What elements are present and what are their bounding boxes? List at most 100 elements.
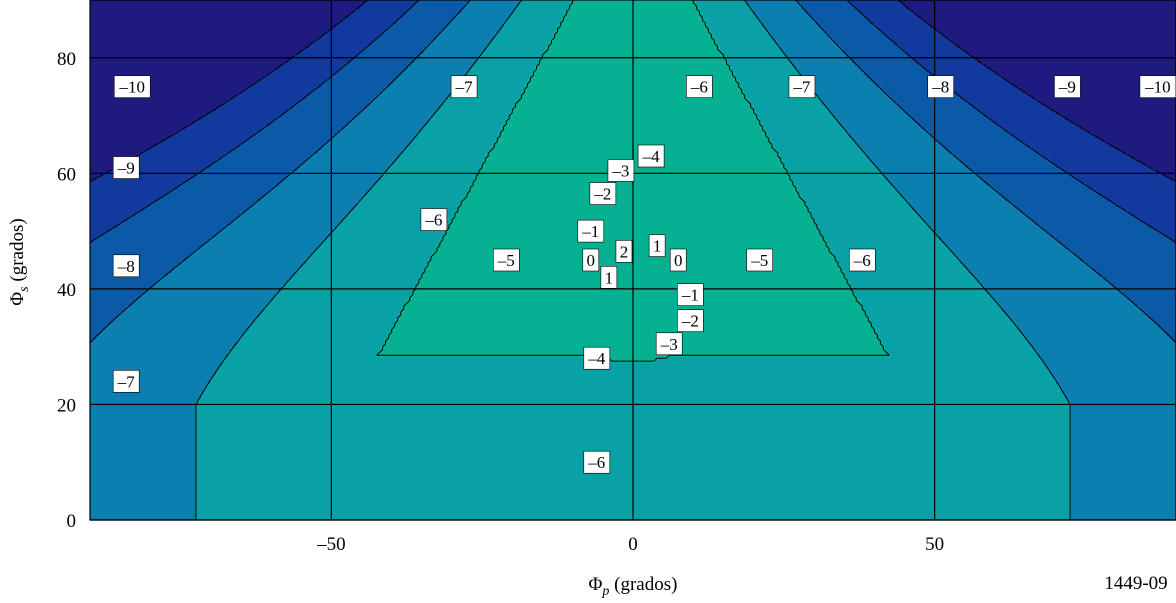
contour-cell <box>561 3 565 7</box>
contour-cell <box>198 12 202 16</box>
contour-cell <box>852 15 856 19</box>
contour-cell <box>126 18 130 22</box>
contour-cell <box>1080 12 1084 16</box>
contour-cell <box>156 24 160 28</box>
contour-cell <box>501 15 505 19</box>
contour-cell <box>849 21 853 25</box>
contour-cell <box>291 3 295 7</box>
contour-cell <box>309 24 313 28</box>
contour-cell <box>486 15 490 19</box>
contour-cell <box>549 15 553 19</box>
contour-cell <box>777 18 781 22</box>
contour-cell <box>1059 12 1063 16</box>
contour-cell <box>531 15 535 19</box>
contour-cell <box>621 15 625 19</box>
contour-cell <box>1122 12 1126 16</box>
contour-cell <box>159 18 163 22</box>
contour-cell <box>789 12 793 16</box>
contour-cell <box>537 15 541 19</box>
contour-cell <box>237 3 241 7</box>
contour-cell <box>315 12 319 16</box>
contour-cell <box>222 21 226 25</box>
contour-cell <box>321 3 325 7</box>
contour-cell <box>1023 12 1027 16</box>
contour-cell <box>738 9 742 13</box>
contour-cell <box>219 12 223 16</box>
contour-cell <box>198 24 202 28</box>
contour-cell <box>1092 18 1096 22</box>
contour-cell <box>1041 6 1045 10</box>
contour-cell <box>945 9 949 13</box>
contour-cell <box>213 24 217 28</box>
contour-cell <box>987 21 991 25</box>
contour-cell <box>825 9 829 13</box>
contour-cell <box>576 21 580 25</box>
contour-cell <box>132 12 136 16</box>
contour-cell <box>345 9 349 13</box>
contour-cell <box>1122 3 1126 7</box>
contour-cell <box>1119 21 1123 25</box>
contour-cell <box>180 15 184 19</box>
contour-cell <box>1011 21 1015 25</box>
contour-cell <box>624 15 628 19</box>
contour-cell <box>225 6 229 10</box>
contour-cell <box>216 3 220 7</box>
contour-cell <box>279 6 283 10</box>
contour-cell <box>1167 9 1171 13</box>
contour-cell <box>867 15 871 19</box>
contour-cell <box>954 3 958 7</box>
contour-cell <box>531 18 535 22</box>
contour-cell <box>504 6 508 10</box>
contour-cell <box>942 21 946 25</box>
contour-cell <box>195 12 199 16</box>
contour-cell <box>171 12 175 16</box>
contour-cell <box>549 21 553 25</box>
contour-cell <box>501 18 505 22</box>
contour-cell <box>927 6 931 10</box>
contour-cell <box>189 3 193 7</box>
contour-cell <box>450 9 454 13</box>
contour-cell <box>141 18 145 22</box>
contour-cell <box>708 9 712 13</box>
contour-cell <box>348 9 352 13</box>
contour-cell <box>159 3 163 7</box>
contour-cell <box>93 6 97 10</box>
contour-cell <box>639 18 643 22</box>
contour-cell <box>969 6 973 10</box>
contour-cell <box>708 21 712 25</box>
contour-cell <box>741 3 745 7</box>
contour-cell <box>1032 3 1036 7</box>
contour-cell <box>1008 18 1012 22</box>
contour-cell <box>552 3 556 7</box>
contour-cell <box>798 9 802 13</box>
contour-cell <box>477 9 481 13</box>
contour-cell <box>459 21 463 25</box>
contour-cell <box>297 12 301 16</box>
contour-cell <box>1143 3 1147 7</box>
contour-cell <box>945 15 949 19</box>
contour-cell <box>276 21 280 25</box>
contour-cell <box>909 21 913 25</box>
contour-cell <box>1104 18 1108 22</box>
contour-cell <box>1089 3 1093 7</box>
contour-cell <box>372 15 376 19</box>
contour-cell <box>201 15 205 19</box>
contour-cell <box>222 18 226 22</box>
contour-cell <box>750 3 754 7</box>
contour-cell <box>1050 12 1054 16</box>
contour-cell <box>321 9 325 13</box>
contour-cell <box>786 12 790 16</box>
contour-cell <box>699 6 703 10</box>
contour-cell <box>666 15 670 19</box>
contour-cell <box>420 3 424 7</box>
contour-cell <box>681 12 685 16</box>
contour-cell <box>993 6 997 10</box>
contour-cell <box>885 12 889 16</box>
contour-cell <box>150 3 154 7</box>
contour-cell <box>108 24 112 28</box>
contour-cell <box>1155 9 1159 13</box>
contour-cell <box>1086 21 1090 25</box>
contour-cell <box>837 12 841 16</box>
contour-cell <box>987 18 991 22</box>
contour-cell <box>1119 18 1123 22</box>
